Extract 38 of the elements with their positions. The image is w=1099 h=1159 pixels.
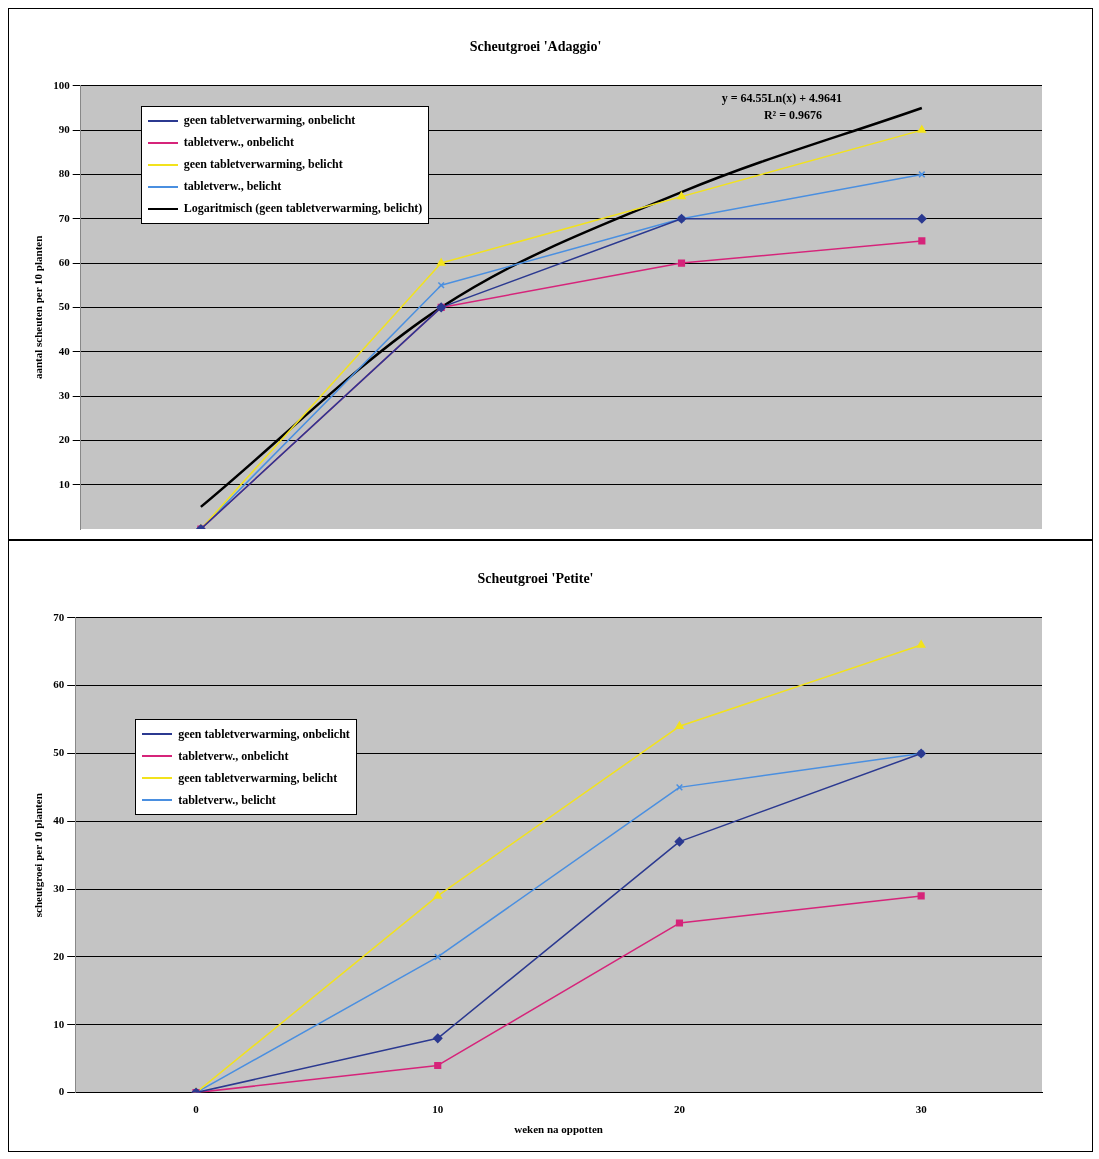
annotation: R² = 0.9676 <box>763 107 822 122</box>
y-tick-label: 70 <box>58 211 71 224</box>
y-axis-title: aantal scheuten per 10 planten <box>32 235 45 380</box>
x-tick-label: 20 <box>673 1103 686 1116</box>
legend-label: tabletverw., onbelicht <box>178 748 289 764</box>
y-tick-label: 20 <box>53 949 65 962</box>
legend-label: tabletverw., onbelicht <box>183 135 295 151</box>
y-tick-label: 50 <box>53 746 65 759</box>
x-axis-title: weken na oppotten <box>514 1123 603 1136</box>
chart-title: Scheutgroei 'Adaggio' <box>469 39 602 55</box>
legend-label: Logaritmisch (geen tabletverwarming, belicht) <box>183 201 423 217</box>
x-tick-label: 0 <box>193 1103 200 1116</box>
y-tick-label: 0 <box>58 1085 65 1098</box>
y-tick-label: 40 <box>58 344 71 357</box>
legend-label: geen tabletverwarming, onbelicht <box>183 113 356 129</box>
y-tick-label: 90 <box>58 122 71 135</box>
annotation: y = 64.55Ln(x) + 4.9641 <box>721 90 842 105</box>
y-tick-label: 60 <box>58 255 71 268</box>
y-tick-label: 80 <box>58 167 71 180</box>
y-tick-label: 30 <box>58 388 71 401</box>
legend-label: geen tabletverwarming, onbelicht <box>178 726 350 742</box>
y-axis-title: scheutgroei per 10 planten <box>32 793 45 918</box>
y-tick-label: 100 <box>53 78 71 91</box>
x-tick-label: 10 <box>432 1103 444 1116</box>
chart-title: Scheutgroei 'Petite' <box>477 571 594 587</box>
y-tick-label: 50 <box>58 300 71 313</box>
legend-label: tabletverw., belicht <box>183 179 282 195</box>
x-tick-label: 30 <box>915 1103 928 1116</box>
y-tick-label: 30 <box>53 881 65 894</box>
y-tick-label: 10 <box>58 477 71 490</box>
legend-label: geen tabletverwarming, belicht <box>178 770 338 786</box>
y-tick-label: 60 <box>53 678 65 691</box>
y-tick-label: 70 <box>53 610 65 623</box>
y-tick-label: 20 <box>58 433 71 446</box>
y-tick-label: 10 <box>53 1017 65 1030</box>
y-tick-label: 40 <box>53 814 65 827</box>
legend-label: geen tabletverwarming, belicht <box>183 157 343 173</box>
legend-label: tabletverw., belicht <box>178 792 276 808</box>
